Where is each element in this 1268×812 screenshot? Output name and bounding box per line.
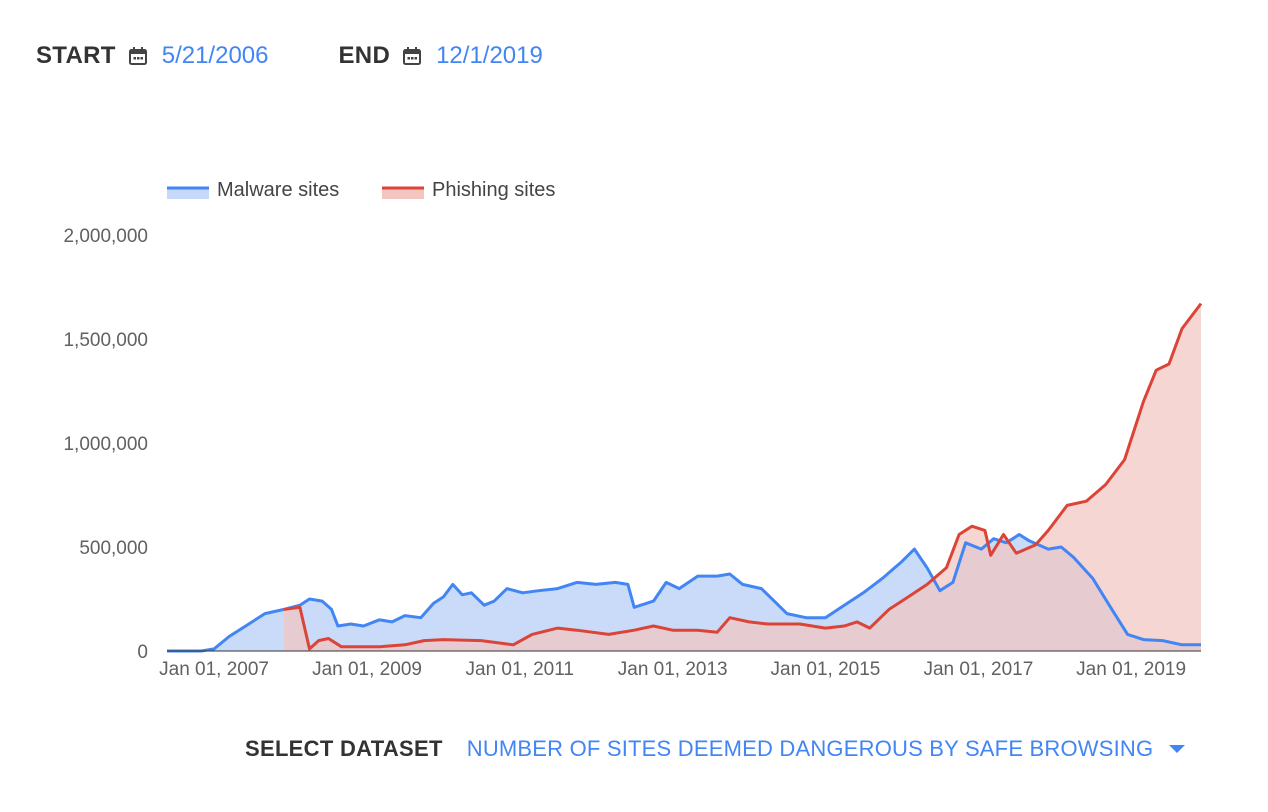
y-axis: 0 500,000 1,000,000 1,500,000 2,000,000 — [63, 226, 148, 663]
series-lines — [167, 302, 1203, 653]
x-tick-label: Jan 01, 2013 — [618, 659, 728, 680]
series-line — [283, 302, 1203, 651]
x-tick-label: Jan 01, 2011 — [466, 659, 574, 680]
y-tick-label: 0 — [137, 642, 148, 663]
x-axis: Jan 01, 2007 Jan 01, 2009 Jan 01, 2011 Jan … — [159, 650, 1201, 680]
x-tick-label: Jan 01, 2009 — [312, 659, 422, 680]
legend-swatch — [167, 187, 209, 199]
x-tick-label: Jan 01, 2019 — [1076, 659, 1186, 680]
series-area — [284, 303, 1201, 651]
dataset-selector: SELECT DATASET NUMBER OF SITES DEEMED DA… — [245, 736, 1186, 762]
caret-down-icon[interactable] — [1169, 745, 1186, 753]
y-tick-label: 1,500,000 — [63, 330, 148, 351]
series-line — [167, 533, 1201, 653]
end-date-value[interactable]: 12/1/2019 — [436, 42, 543, 69]
date-range-row: START 5/21/2006 END 12/1/2019 — [36, 36, 613, 76]
end-label: END — [338, 42, 391, 69]
end-date-group: END 12/1/2019 — [339, 42, 543, 70]
y-tick-label: 500,000 — [79, 538, 148, 559]
x-tick-label: Jan 01, 2007 — [159, 659, 269, 680]
chart: Malware sites Phishing sites 0 500,000 1,00… — [63, 179, 1203, 680]
series-areas — [167, 303, 1201, 651]
start-label: START — [36, 42, 116, 69]
legend-label: Phishing sites — [432, 179, 555, 201]
legend-swatch — [382, 187, 424, 199]
legend-label: Malware sites — [217, 179, 339, 201]
x-tick-label: Jan 01, 2017 — [923, 659, 1033, 680]
start-date-group: START 5/21/2006 — [36, 42, 269, 70]
y-tick-label: 2,000,000 — [63, 226, 148, 247]
dataset-dropdown[interactable]: NUMBER OF SITES DEEMED DANGEROUS BY SAFE… — [466, 736, 1154, 761]
calendar-icon[interactable] — [128, 46, 148, 66]
calendar-icon[interactable] — [402, 46, 422, 66]
start-date-value[interactable]: 5/21/2006 — [161, 42, 269, 69]
legend: Malware sites Phishing sites — [167, 179, 555, 201]
dataset-label: SELECT DATASET — [245, 736, 443, 761]
x-tick-label: Jan 01, 2015 — [771, 659, 881, 680]
y-tick-label: 1,000,000 — [63, 434, 148, 455]
